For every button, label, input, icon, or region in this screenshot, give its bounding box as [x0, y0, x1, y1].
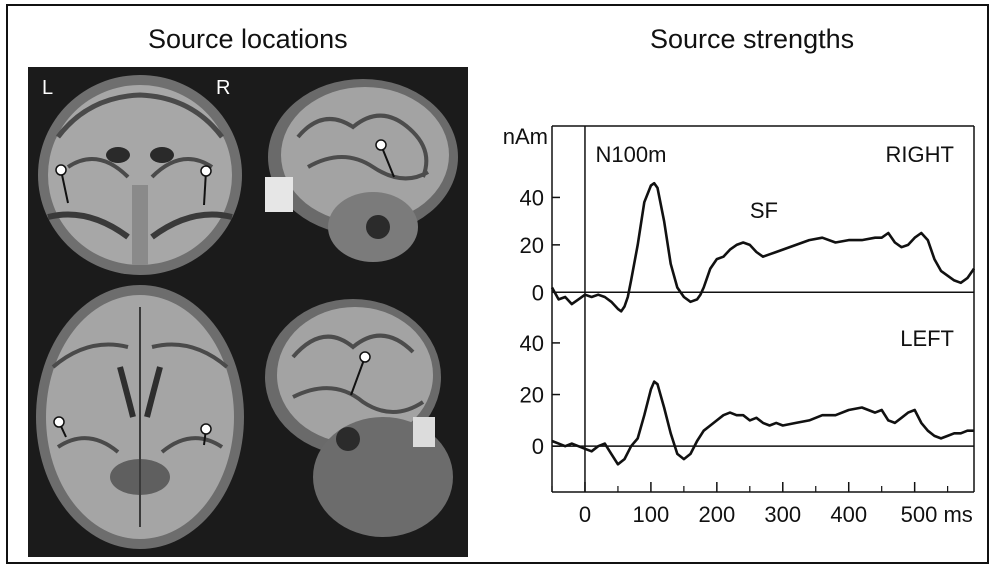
mri-sagittal-view-right	[253, 67, 468, 277]
mri-coronal-svg	[28, 67, 253, 277]
source-strengths-title: Source strengths	[650, 24, 855, 54]
series-line-left	[551, 380, 974, 466]
y-tick-label: 0	[532, 434, 544, 459]
annotation-n100m: N100m	[596, 142, 667, 167]
mri-axial-view	[28, 277, 253, 557]
x-tick-label: 200	[698, 502, 735, 527]
mri-sagittal-svg-right	[253, 67, 468, 277]
x-tick-label: 300	[764, 502, 801, 527]
x-tick-label: 400	[830, 502, 867, 527]
y-tick-label: 20	[520, 383, 544, 408]
source-strength-svg: nAm 0 100 200 300 400 500 ms 0 20 40 RIGHT 0 20 40 LEF…	[503, 124, 976, 527]
source-locations-title: Source locations	[148, 24, 348, 54]
mri-sagittal-view-left	[253, 277, 468, 557]
series-line-right	[550, 181, 976, 313]
annotation-sf: SF	[750, 198, 778, 223]
left-hemisphere-label: L	[42, 77, 54, 99]
x-tick-label: 100	[633, 502, 670, 527]
y-tick-label: 40	[520, 331, 544, 356]
y-tick-label: 40	[520, 185, 544, 210]
y-tick-label: 0	[532, 280, 544, 305]
series-label-right: RIGHT	[886, 142, 954, 167]
mri-coronal-view: L R	[28, 67, 253, 277]
mri-sagittal-svg-left	[253, 277, 468, 557]
mri-panel: L R	[28, 67, 468, 557]
x-tick-label: 0	[579, 502, 591, 527]
x-tick-label: 500 ms	[901, 502, 973, 527]
source-strength-chart: nAm 0 100 200 300 400 500 ms 0 20 40 RIGHT 0 20 40 LEF…	[490, 120, 990, 540]
y-tick-label: 20	[520, 233, 544, 258]
mri-axial-svg	[28, 277, 253, 557]
right-hemisphere-label: R	[216, 77, 231, 99]
series-label-left: LEFT	[900, 326, 954, 351]
y-unit-label: nAm	[503, 124, 548, 149]
